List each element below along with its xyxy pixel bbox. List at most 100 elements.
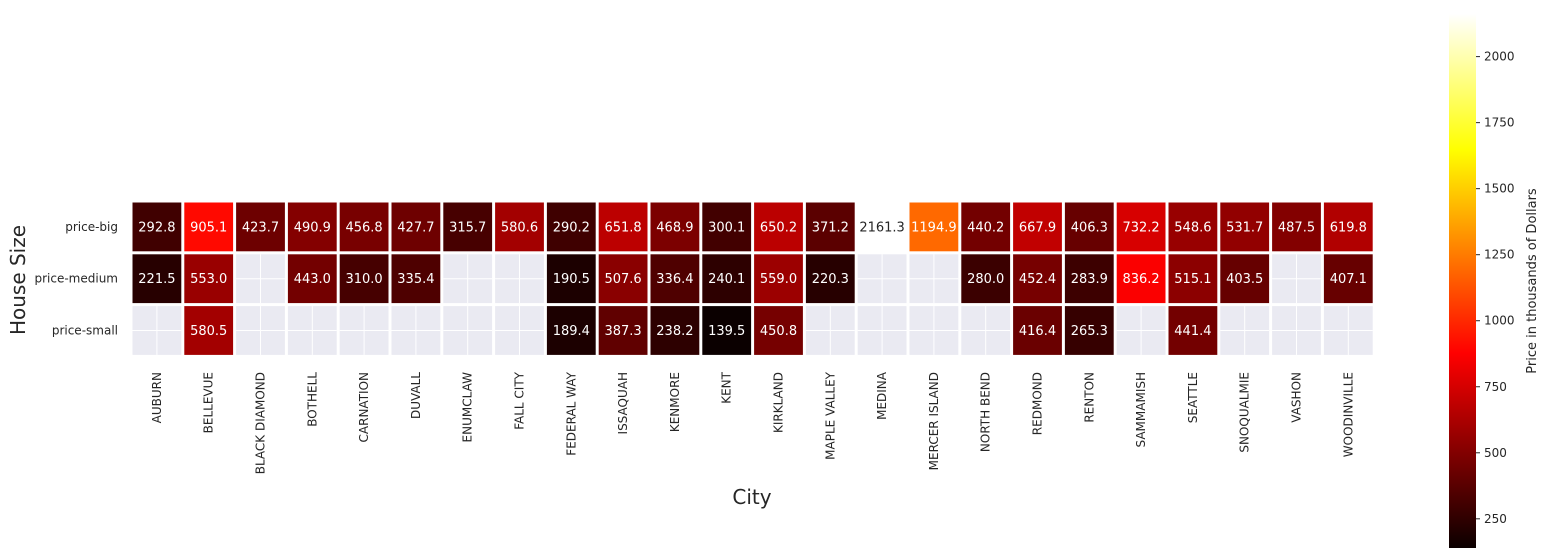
heatmap-cell xyxy=(754,254,803,304)
heatmap-cell xyxy=(339,254,389,304)
heatmap-cell xyxy=(1064,202,1114,252)
cell-value-label: 450.8 xyxy=(760,324,797,339)
cell-value-label: 905.1 xyxy=(190,220,227,235)
cell-value-label: 221.5 xyxy=(138,272,175,287)
heatmap-cell xyxy=(287,254,337,304)
heatmap-cell xyxy=(546,254,596,304)
x-tick-label: AUBURN xyxy=(150,372,164,423)
heatmap-cell xyxy=(132,202,182,252)
heatmap-cell xyxy=(650,202,700,252)
heatmap-cell xyxy=(184,306,234,355)
heatmap-cell xyxy=(1272,202,1321,252)
cell-value-label: 490.9 xyxy=(294,220,331,235)
heatmap-cell xyxy=(650,254,700,304)
x-tick-label: MEDINA xyxy=(875,371,889,420)
heatmap-cell xyxy=(754,306,803,355)
heatmap-cell xyxy=(702,254,752,304)
x-tick-label: BLACK DIAMOND xyxy=(254,372,268,474)
cell-value-label: 335.4 xyxy=(397,272,434,287)
x-tick-label: NORTH BEND xyxy=(979,372,993,452)
cell-value-label: 1194.9 xyxy=(911,220,957,235)
x-tick-label: REDMOND xyxy=(1031,372,1045,435)
cell-value-label: 507.6 xyxy=(604,272,641,287)
cell-value-label: 189.4 xyxy=(553,324,590,339)
cell-value-label: 403.5 xyxy=(1226,272,1263,287)
cell-value-label: 515.1 xyxy=(1174,272,1211,287)
colorbar-tick-label: 500 xyxy=(1484,446,1507,460)
cell-value-label: 423.7 xyxy=(242,220,279,235)
x-tick-label: KENT xyxy=(720,371,734,403)
cell-value-label: 290.2 xyxy=(553,220,590,235)
cell-value-label: 651.8 xyxy=(604,220,641,235)
cell-value-label: 531.7 xyxy=(1226,220,1263,235)
heatmap-cell xyxy=(546,202,596,252)
heatmap-cells: 292.8 905.1 423.7 490.9 456.8 427.7 315.7 580.6… xyxy=(132,202,1373,355)
heatmap-cell xyxy=(1168,306,1218,355)
x-tick-label: ENUMCLAW xyxy=(461,372,475,443)
cell-value-label: 548.6 xyxy=(1174,220,1211,235)
heatmap-cell xyxy=(1116,202,1166,252)
cell-value-label: 416.4 xyxy=(1019,324,1056,339)
cell-value-label: 238.2 xyxy=(656,324,693,339)
x-tick-label: SEATTLE xyxy=(1186,372,1200,423)
cell-value-label: 336.4 xyxy=(656,272,693,287)
heatmap-cell xyxy=(132,254,182,304)
cell-value-label: 139.5 xyxy=(708,324,745,339)
cell-value-label: 283.9 xyxy=(1071,272,1108,287)
cell-value-label: 456.8 xyxy=(345,220,382,235)
y-tick-labels: price-big price-medium price-small xyxy=(34,220,118,338)
heatmap-cell xyxy=(1013,306,1062,355)
heatmap-cell xyxy=(236,202,285,252)
x-tick-label: BOTHELL xyxy=(305,372,319,427)
heatmap-cell xyxy=(909,202,959,252)
x-tick-label: FALL CITY xyxy=(513,371,527,429)
cell-value-label: 553.0 xyxy=(190,272,227,287)
cell-value-label: 2161.3 xyxy=(859,220,905,235)
heatmap-cell xyxy=(1168,254,1218,304)
heatmap-cell xyxy=(1323,202,1373,252)
heatmap-cell xyxy=(287,202,337,252)
heatmap-cell xyxy=(1013,202,1062,252)
x-tick-label: KENMORE xyxy=(668,372,682,432)
cell-value-label: 580.5 xyxy=(190,324,227,339)
cell-value-label: 220.3 xyxy=(812,272,849,287)
heatmap-cell xyxy=(495,202,544,252)
colorbar-tick-label: 1500 xyxy=(1484,182,1515,196)
heatmap-cell xyxy=(184,202,234,252)
y-axis-title: House Size xyxy=(6,225,30,335)
x-tick-label: WOODINVILLE xyxy=(1341,372,1355,457)
cell-value-label: 310.0 xyxy=(345,272,382,287)
heatmap-cell xyxy=(443,202,493,252)
x-tick-label: SAMMAMISH xyxy=(1134,372,1148,448)
x-tick-labels: AUBURN BELLEVUE BLACK DIAMOND BOTHELL CARNAT… xyxy=(150,371,1355,474)
cell-value-label: 190.5 xyxy=(553,272,590,287)
x-axis-title: City xyxy=(732,485,771,509)
heatmap-cell xyxy=(184,254,234,304)
cell-value-label: 452.4 xyxy=(1019,272,1056,287)
heatmap-cell xyxy=(339,202,389,252)
cell-value-label: 619.8 xyxy=(1330,220,1367,235)
cell-value-label: 440.2 xyxy=(967,220,1004,235)
heatmap-cell xyxy=(1116,254,1166,304)
colorbar-tick-label: 2000 xyxy=(1484,50,1515,64)
x-tick-label: BELLEVUE xyxy=(202,372,216,433)
heatmap-cell xyxy=(702,306,752,355)
cell-value-label: 292.8 xyxy=(138,220,175,235)
heatmap-cell xyxy=(1220,254,1270,304)
y-tick-label: price-medium xyxy=(34,272,118,286)
x-tick-label: VASHON xyxy=(1290,372,1304,423)
x-tick-label: RENTON xyxy=(1082,372,1096,423)
x-tick-label: KIRKLAND xyxy=(772,372,786,433)
y-tick-label: price-big xyxy=(65,220,118,234)
cell-value-label: 559.0 xyxy=(760,272,797,287)
colorbar-tick-label: 750 xyxy=(1484,380,1507,394)
cell-value-label: 443.0 xyxy=(294,272,331,287)
x-tick-label: CARNATION xyxy=(357,372,371,442)
heatmap-cell xyxy=(1168,202,1218,252)
cell-value-label: 315.7 xyxy=(449,220,486,235)
heatmap-cell xyxy=(546,306,596,355)
heatmap-cell xyxy=(702,202,752,252)
cell-value-label: 667.9 xyxy=(1019,220,1056,235)
cell-value-label: 487.5 xyxy=(1278,220,1315,235)
